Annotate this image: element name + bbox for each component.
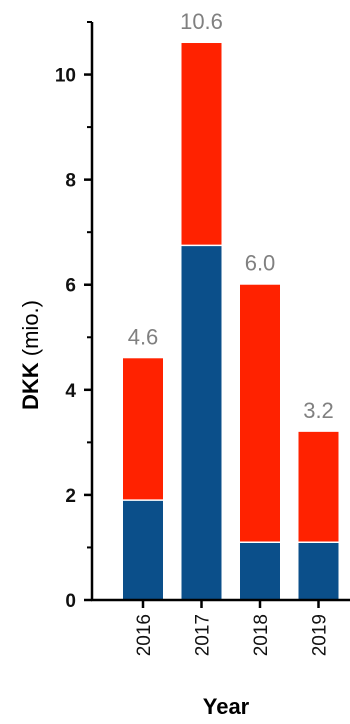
bar-segment-2017-1: [181, 43, 222, 246]
bar-total-label: 6.0: [245, 251, 276, 276]
y-tick-label: 10: [55, 66, 76, 87]
bar-total-label: 4.6: [128, 324, 159, 349]
x-axis: 2016 2017 2018 2019: [91, 598, 350, 656]
x-category-label: 2016: [134, 614, 155, 656]
y-tick-label: 6: [65, 276, 76, 297]
x-category-label: 2017: [193, 614, 214, 656]
y-axis-title-scale: (mio.): [18, 300, 43, 362]
y-tick-label: 8: [65, 171, 76, 192]
bars-group: 4.6 10.6 6.0 3.2: [123, 9, 339, 600]
y-axis-title-unit: DKK: [18, 362, 43, 410]
x-axis-title: Year: [203, 694, 250, 719]
bar-segment-2019-1: [298, 431, 339, 543]
bar-segment-2016-0: [123, 500, 163, 600]
y-tick-label: 4: [65, 381, 76, 402]
y-axis-title: DKK (mio.): [18, 300, 43, 410]
bar-segment-2019-0: [298, 542, 339, 600]
bar-total-label: 10.6: [180, 9, 223, 34]
x-category-label: 2019: [310, 614, 331, 656]
bar-total-label: 3.2: [303, 398, 334, 423]
bar-segment-2016-1: [123, 358, 163, 501]
bar-segment-2018-0: [240, 542, 280, 600]
bar-segment-2017-0: [181, 245, 222, 600]
y-tick-label: 2: [65, 486, 76, 507]
y-axis: 0 2 4 6 8 10: [55, 21, 94, 612]
bar-segment-2018-1: [240, 284, 280, 543]
x-category-label: 2018: [251, 614, 272, 656]
y-tick-label: 0: [65, 591, 76, 612]
